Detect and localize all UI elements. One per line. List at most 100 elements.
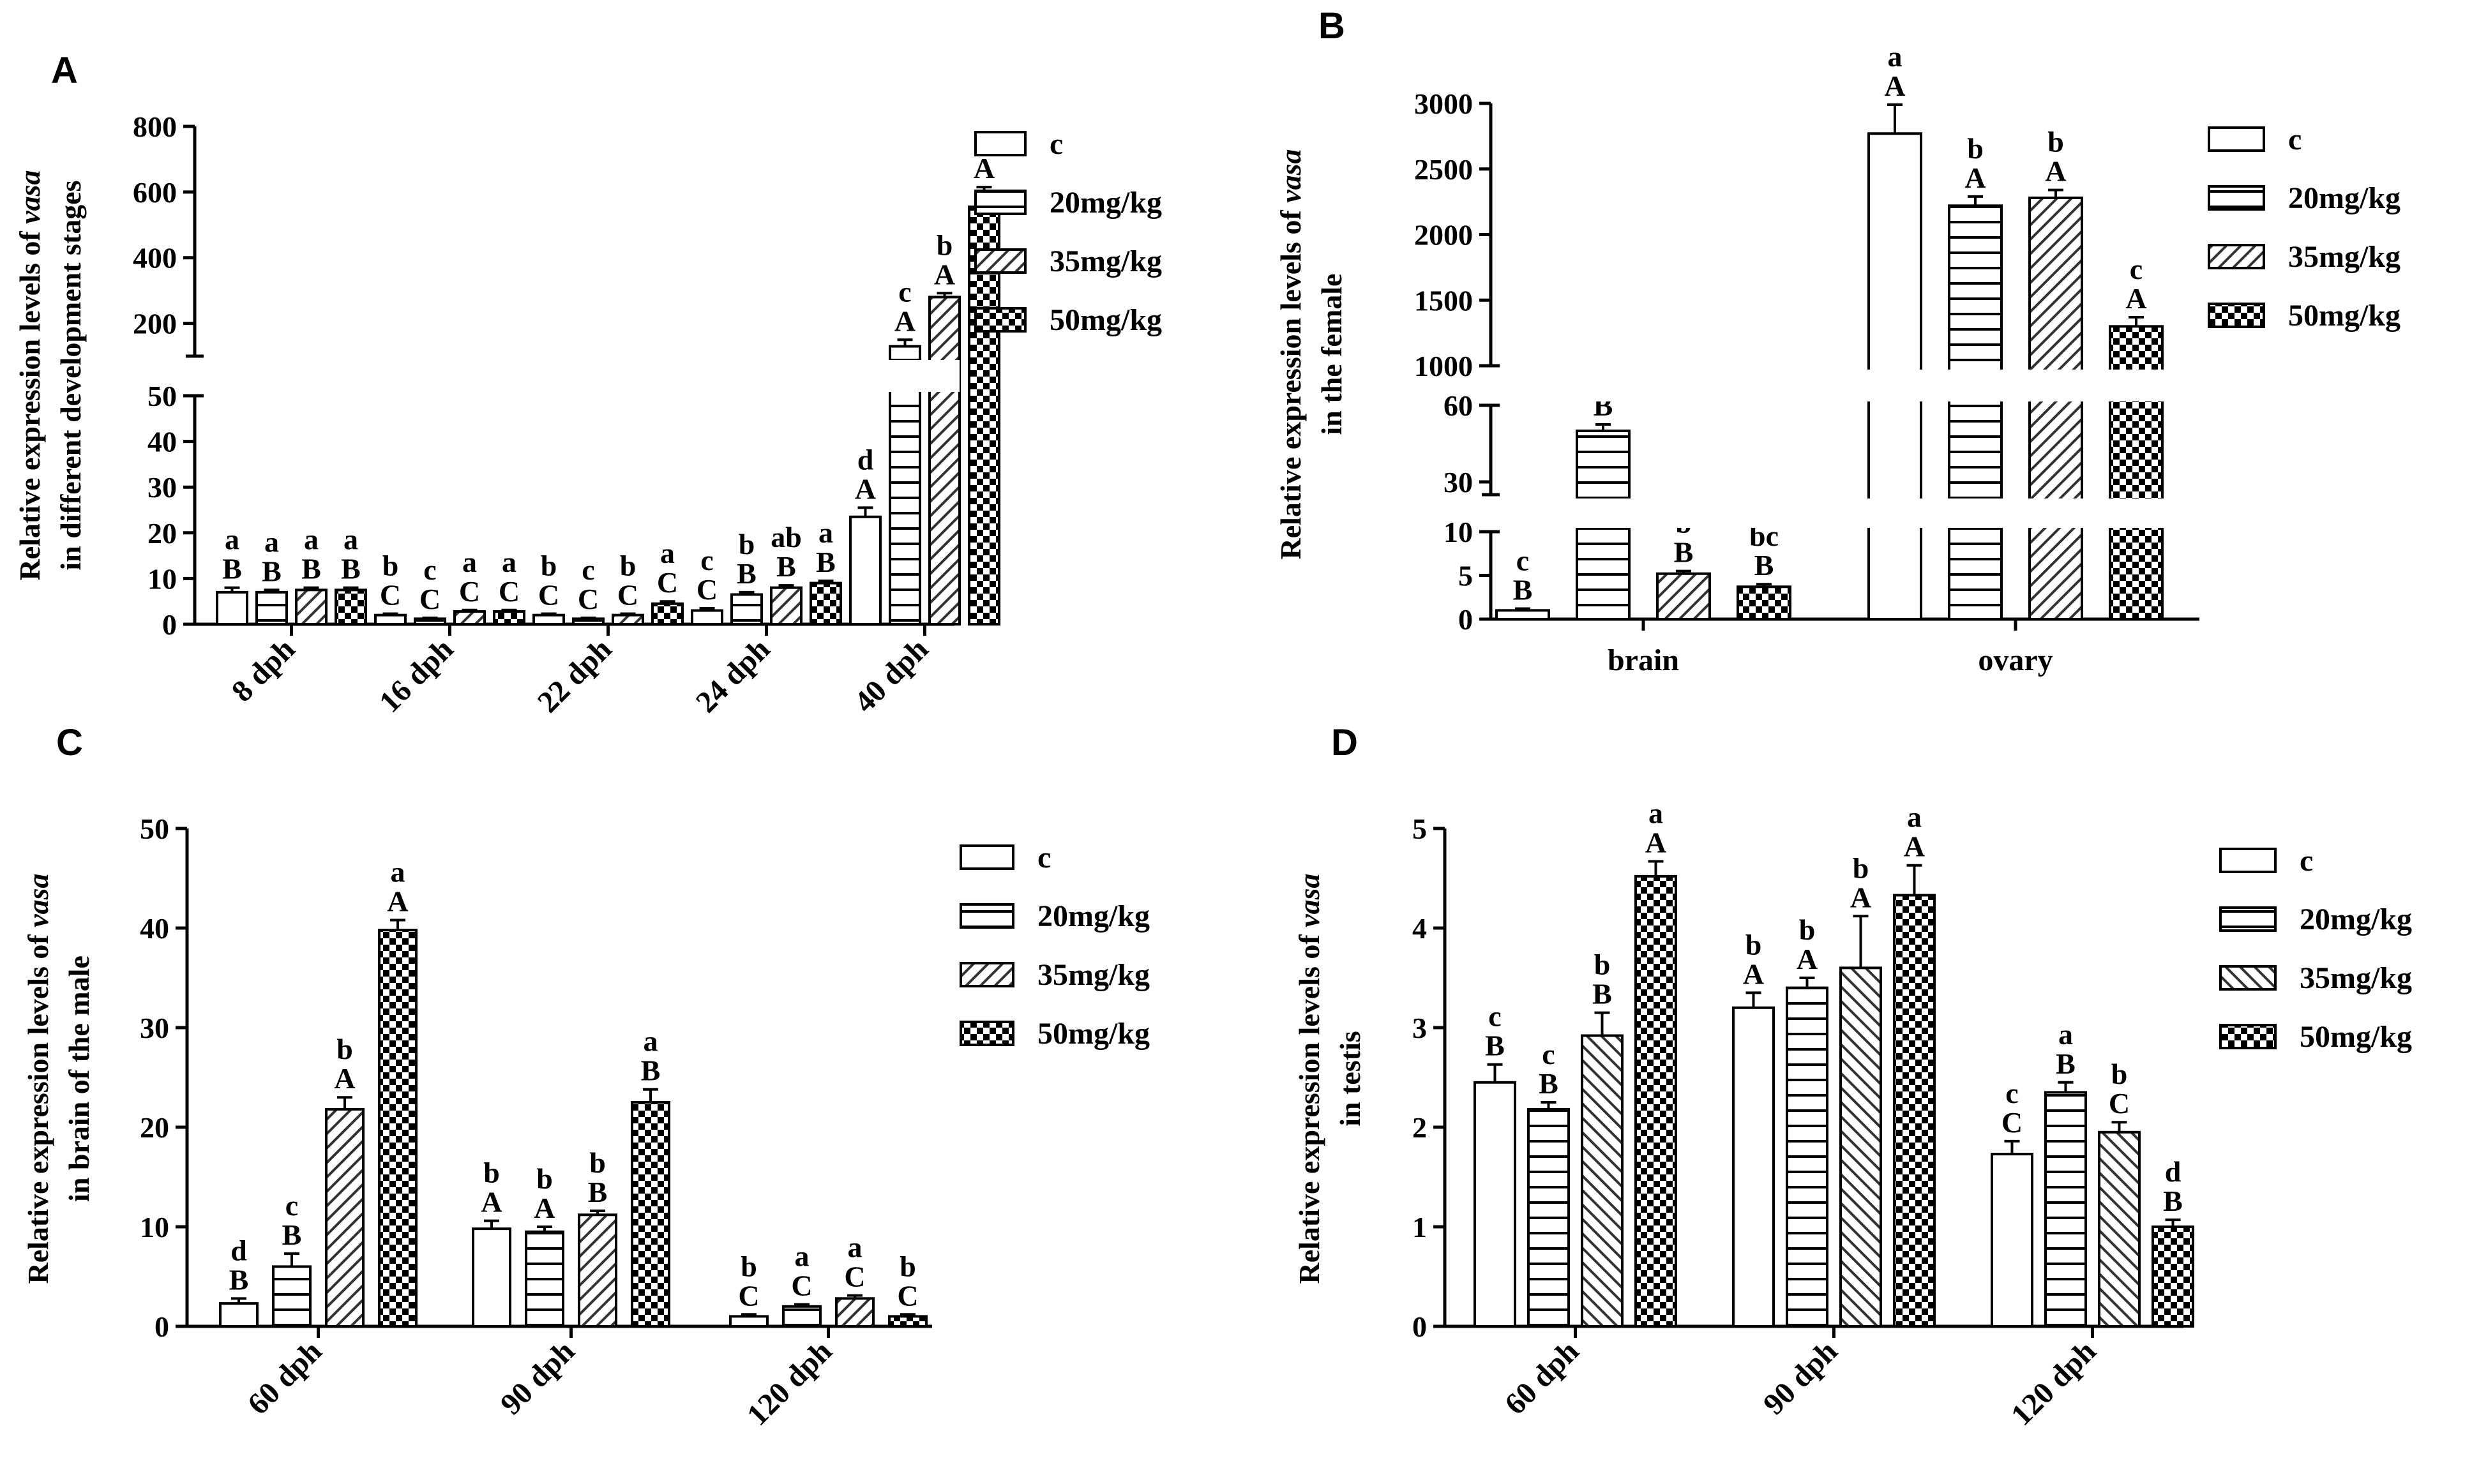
legend-label: c bbox=[1037, 841, 1051, 874]
significance-letter-upper: B bbox=[1592, 978, 1612, 1010]
legend-label: 35mg/kg bbox=[1050, 244, 1162, 278]
y-tick-label: 1500 bbox=[1414, 284, 1473, 317]
bar bbox=[572, 617, 605, 626]
legend-swatch bbox=[2219, 848, 2277, 873]
bar bbox=[729, 1315, 769, 1328]
x-tick-label: 8 dph bbox=[225, 632, 302, 708]
bar bbox=[216, 590, 248, 626]
bar bbox=[1737, 585, 1791, 620]
significance-letter-upper: C bbox=[844, 1261, 865, 1293]
bar bbox=[453, 610, 486, 626]
y-axis-label-A: Relative expression levels of vasa in dif… bbox=[13, 170, 87, 580]
significance-letter-upper: A bbox=[481, 1186, 502, 1218]
significance-letter-lower: b bbox=[589, 1146, 606, 1179]
bar bbox=[578, 1213, 617, 1328]
significance-letter-upper: C bbox=[380, 579, 401, 611]
significance-letter-lower: a bbox=[848, 1231, 863, 1264]
y-tick-label: 40 bbox=[140, 912, 169, 945]
y-axis-label-gene: vasa bbox=[1293, 873, 1325, 927]
y-tick-label: 30 bbox=[1443, 466, 1473, 498]
y-axis-label-line1: Relative expression levels of vasa bbox=[22, 873, 54, 1284]
y-tick-label: 10 bbox=[147, 562, 177, 595]
panel-C: C Relative expression levels of vasa in br… bbox=[22, 722, 1150, 1432]
significance-letter-upper: B bbox=[1485, 1030, 1505, 1062]
x-tick-label: ovary bbox=[1978, 643, 2053, 677]
significance-letter-upper: A bbox=[1884, 70, 1905, 102]
significance-letter-lower: b bbox=[382, 550, 399, 582]
legend-label: 20mg/kg bbox=[2300, 903, 2412, 936]
y-axis-label-line2: in brain of the male bbox=[63, 956, 95, 1202]
significance-letter-upper: C bbox=[897, 1279, 918, 1312]
legend-swatch bbox=[960, 1021, 1014, 1046]
bar bbox=[525, 1230, 564, 1328]
panel-D: D Relative expression levels of vasa in te… bbox=[1293, 722, 2412, 1432]
legend-label: 35mg/kg bbox=[2288, 240, 2400, 274]
x-tick-label: 60 dph bbox=[241, 1334, 329, 1421]
significance-letter-upper: A bbox=[1904, 830, 1925, 863]
legend-swatch bbox=[2208, 244, 2265, 269]
bar bbox=[414, 617, 446, 626]
significance-letter-upper: C bbox=[419, 583, 441, 615]
y-tick-label: 20 bbox=[140, 1111, 169, 1144]
significance-letter-upper: A bbox=[387, 885, 408, 918]
x-tick-label: 120 dph bbox=[2005, 1334, 2103, 1432]
x-tick-label: 22 dph bbox=[531, 632, 619, 719]
significance-letter-upper: A bbox=[534, 1192, 555, 1224]
significance-letter-upper: A bbox=[1743, 957, 1764, 990]
bar bbox=[1786, 986, 1828, 1328]
bar bbox=[2044, 1091, 2087, 1328]
bar bbox=[1473, 1081, 1516, 1328]
significance-letter-lower: a bbox=[2058, 1018, 2073, 1051]
significance-letter-upper: C bbox=[578, 583, 599, 615]
significance-letter-upper: C bbox=[738, 1279, 759, 1312]
significance-letter-lower: b bbox=[1799, 913, 1816, 946]
y-tick-label: 40 bbox=[147, 426, 177, 458]
legend-label: 50mg/kg bbox=[2288, 299, 2400, 333]
legend-swatch bbox=[974, 131, 1027, 156]
y-tick-label: 2000 bbox=[1414, 219, 1473, 251]
bar bbox=[651, 602, 684, 626]
significance-letter-upper: C bbox=[538, 579, 559, 611]
bar bbox=[1948, 204, 2003, 621]
legend-label: 50mg/kg bbox=[1037, 1017, 1150, 1051]
significance-letter-lower: c bbox=[898, 275, 911, 308]
significance-letter-upper: B bbox=[2163, 1185, 2183, 1217]
significance-letter-lower: c bbox=[1542, 1038, 1555, 1070]
y-tick-label: 30 bbox=[140, 1012, 169, 1044]
y-tick-label: 5 bbox=[1458, 560, 1473, 592]
legend-swatch bbox=[2208, 126, 2265, 152]
legend-label: 35mg/kg bbox=[2300, 961, 2412, 995]
significance-letter-lower: b bbox=[541, 550, 557, 582]
significance-letter-lower: a bbox=[818, 516, 833, 549]
bar bbox=[770, 586, 803, 626]
legend-label: 20mg/kg bbox=[1050, 186, 1162, 220]
legend-label: 50mg/kg bbox=[1050, 303, 1162, 337]
y-axis-label-gene: vasa bbox=[1274, 149, 1307, 202]
significance-letter-upper: B bbox=[1754, 549, 1774, 581]
legend-swatch bbox=[960, 844, 1014, 870]
significance-letter-upper: C bbox=[697, 573, 718, 606]
significance-letter-lower: a bbox=[795, 1240, 810, 1273]
bar bbox=[810, 581, 842, 626]
legend-swatch bbox=[2219, 906, 2277, 932]
significance-letter-lower: b bbox=[1853, 851, 1869, 884]
significance-letter-lower: ab bbox=[771, 521, 802, 553]
x-tick-label: 90 dph bbox=[494, 1334, 582, 1421]
significance-letter-upper: C bbox=[459, 575, 480, 608]
legend-label: c bbox=[2288, 123, 2302, 156]
significance-letter-lower: c bbox=[700, 544, 713, 576]
legend-A: c 20mg/kg 35mg/kg 50mg/kg bbox=[974, 127, 1162, 337]
legend-C: c 20mg/kg 35mg/kg 50mg/kg bbox=[960, 841, 1150, 1051]
bar bbox=[730, 593, 763, 626]
bar bbox=[1991, 1153, 2033, 1328]
y-axis-label-line2: in different development stages bbox=[54, 180, 87, 570]
bar bbox=[255, 590, 288, 626]
significance-letter-upper: A bbox=[855, 472, 876, 505]
significance-letter-upper: B bbox=[588, 1176, 608, 1208]
significance-letter-lower: c bbox=[2130, 253, 2143, 285]
legend-swatch bbox=[960, 962, 1014, 987]
legend-swatch bbox=[2219, 1024, 2277, 1049]
significance-letter-lower: c bbox=[285, 1189, 298, 1222]
